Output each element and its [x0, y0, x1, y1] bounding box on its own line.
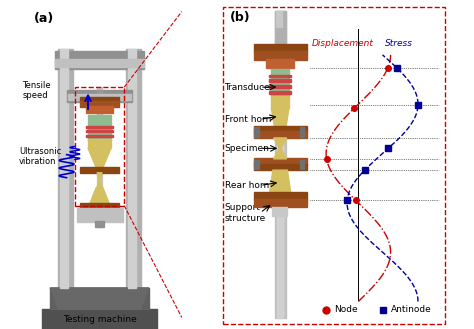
Bar — [300, 127, 304, 137]
Text: Displacement: Displacement — [311, 39, 373, 48]
Bar — [254, 199, 307, 207]
Text: Transducer: Transducer — [225, 83, 274, 91]
Bar — [269, 91, 292, 93]
Text: Node: Node — [334, 305, 358, 314]
Polygon shape — [273, 138, 287, 148]
Polygon shape — [97, 173, 102, 180]
Bar — [269, 75, 292, 77]
Bar — [276, 12, 282, 28]
Polygon shape — [50, 288, 149, 309]
Bar — [254, 51, 307, 60]
Bar — [274, 12, 286, 318]
Polygon shape — [273, 148, 287, 159]
Polygon shape — [97, 180, 102, 188]
Bar — [271, 69, 289, 97]
Bar — [126, 49, 141, 288]
Bar — [55, 59, 144, 67]
Bar — [271, 96, 289, 108]
Bar — [86, 126, 113, 128]
Bar — [68, 94, 131, 100]
Bar — [254, 164, 307, 170]
Bar — [76, 208, 123, 222]
Text: (b): (b) — [229, 12, 250, 24]
Text: Testing machine: Testing machine — [63, 315, 137, 324]
Bar — [42, 309, 157, 329]
Bar — [80, 97, 119, 102]
Bar — [58, 49, 73, 288]
Bar — [128, 49, 136, 288]
Bar — [255, 127, 259, 137]
Text: Rear horn: Rear horn — [225, 181, 269, 190]
Bar — [86, 106, 113, 113]
Text: Antinode: Antinode — [391, 305, 431, 314]
Bar — [86, 131, 113, 133]
Text: Specimen: Specimen — [225, 144, 269, 153]
Bar — [80, 203, 119, 209]
Bar — [254, 158, 307, 164]
Bar — [55, 51, 144, 69]
Text: (a): (a) — [34, 12, 54, 25]
Bar — [300, 160, 304, 169]
Bar — [50, 288, 149, 309]
Text: Front horn: Front horn — [225, 115, 271, 124]
Polygon shape — [270, 170, 291, 192]
Bar — [254, 44, 307, 52]
Bar — [67, 90, 132, 102]
Bar — [254, 192, 307, 200]
Text: Stress: Stress — [385, 39, 413, 48]
Bar — [255, 160, 259, 169]
Bar — [86, 135, 113, 137]
Bar — [88, 115, 111, 140]
Polygon shape — [90, 188, 109, 204]
Bar — [80, 101, 119, 107]
Bar — [60, 49, 68, 288]
Bar — [254, 126, 307, 132]
Bar — [254, 132, 307, 138]
Bar — [274, 12, 286, 44]
Text: Tensile
speed: Tensile speed — [22, 81, 51, 100]
Bar — [277, 12, 283, 318]
Polygon shape — [271, 108, 289, 127]
Polygon shape — [88, 148, 111, 168]
Text: Ultrasonic
vibration: Ultrasonic vibration — [19, 147, 61, 166]
Bar — [80, 167, 119, 173]
Bar — [272, 207, 287, 216]
Bar — [97, 87, 102, 227]
Bar — [269, 79, 292, 82]
Bar — [95, 221, 104, 227]
Bar — [88, 139, 111, 148]
Bar — [269, 85, 292, 88]
Bar — [266, 59, 294, 68]
Text: Support
structure: Support structure — [225, 203, 266, 222]
